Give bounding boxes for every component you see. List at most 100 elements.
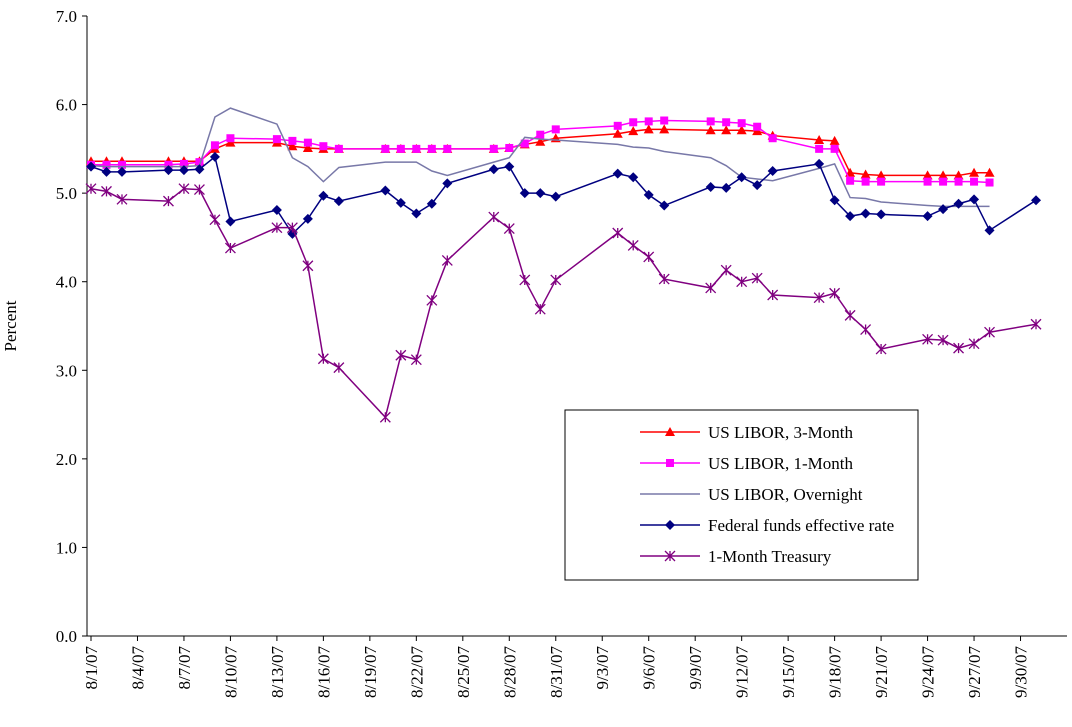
marker-square bbox=[195, 158, 204, 167]
marker-diamond bbox=[659, 200, 670, 211]
y-tick-label: 2.0 bbox=[56, 450, 77, 469]
marker-asterisk bbox=[767, 289, 779, 301]
marker-asterisk bbox=[736, 276, 748, 288]
marker-square bbox=[303, 138, 312, 147]
x-tick-label: 8/1/07 bbox=[82, 646, 101, 690]
marker-square bbox=[288, 136, 297, 145]
x-tick-label: 8/4/07 bbox=[128, 646, 147, 690]
marker-square bbox=[629, 118, 638, 127]
marker-asterisk bbox=[178, 183, 190, 195]
marker-asterisk bbox=[627, 239, 639, 251]
y-tick-label: 3.0 bbox=[56, 361, 77, 380]
marker-asterisk bbox=[116, 193, 128, 205]
x-tick-label: 8/25/07 bbox=[454, 646, 473, 698]
marker-asterisk bbox=[922, 333, 934, 345]
marker-square bbox=[272, 135, 281, 144]
marker-diamond bbox=[411, 208, 422, 219]
marker-square bbox=[117, 160, 126, 169]
marker-diamond bbox=[814, 158, 825, 169]
marker-asterisk bbox=[751, 272, 763, 284]
y-tick-label: 6.0 bbox=[56, 96, 77, 115]
marker-asterisk bbox=[209, 214, 221, 226]
x-tick-label: 9/18/07 bbox=[826, 646, 845, 698]
marker-triangle bbox=[535, 136, 546, 146]
marker-diamond bbox=[969, 194, 980, 205]
marker-asterisk bbox=[317, 353, 329, 365]
marker-diamond bbox=[380, 185, 391, 196]
marker-diamond bbox=[535, 188, 546, 199]
marker-square bbox=[666, 459, 674, 467]
marker-diamond bbox=[767, 166, 778, 176]
marker-diamond bbox=[1031, 195, 1042, 206]
marker-square bbox=[427, 144, 436, 153]
marker-diamond bbox=[860, 208, 871, 219]
marker-square bbox=[861, 177, 870, 186]
marker-asterisk bbox=[286, 222, 298, 234]
x-tick-label: 8/31/07 bbox=[547, 646, 566, 698]
x-tick-label: 9/27/07 bbox=[965, 646, 984, 698]
marker-asterisk bbox=[875, 343, 887, 355]
marker-triangle bbox=[876, 170, 887, 180]
marker-square bbox=[768, 134, 777, 143]
marker-triangle bbox=[665, 427, 675, 436]
x-tick-label: 9/3/07 bbox=[593, 646, 612, 690]
marker-diamond bbox=[504, 161, 515, 172]
marker-square bbox=[396, 144, 405, 153]
marker-asterisk bbox=[937, 334, 949, 346]
marker-diamond bbox=[953, 198, 964, 209]
marker-square bbox=[210, 141, 219, 150]
marker-square bbox=[970, 177, 979, 186]
marker-triangle bbox=[814, 135, 825, 144]
marker-asterisk bbox=[271, 222, 283, 234]
marker-asterisk bbox=[658, 273, 670, 285]
marker-square bbox=[830, 144, 839, 153]
marker-diamond bbox=[665, 520, 675, 530]
marker-asterisk bbox=[705, 282, 717, 294]
marker-asterisk bbox=[968, 338, 980, 350]
legend-label: US LIBOR, 1-Month bbox=[708, 454, 853, 473]
marker-diamond bbox=[178, 165, 189, 176]
marker-square bbox=[877, 177, 886, 186]
marker-asterisk bbox=[85, 183, 97, 195]
marker-diamond bbox=[922, 211, 933, 222]
x-tick-label: 8/16/07 bbox=[314, 646, 333, 698]
marker-triangle bbox=[721, 125, 732, 135]
marker-diamond bbox=[736, 172, 747, 183]
marker-diamond bbox=[209, 151, 220, 162]
y-tick-label: 0.0 bbox=[56, 627, 77, 646]
y-tick-label: 5.0 bbox=[56, 184, 77, 203]
marker-square bbox=[815, 144, 824, 153]
marker-diamond bbox=[752, 180, 763, 191]
legend-label: US LIBOR, 3-Month bbox=[708, 423, 853, 442]
marker-triangle bbox=[922, 170, 933, 180]
marker-square bbox=[179, 159, 188, 168]
legend: US LIBOR, 3-Month US LIBOR, 1-Month US LIB… bbox=[564, 409, 919, 581]
marker-asterisk bbox=[612, 227, 624, 239]
marker-diamond bbox=[333, 196, 344, 207]
marker-asterisk bbox=[426, 294, 438, 306]
series-line bbox=[90, 107, 990, 208]
marker-asterisk bbox=[534, 303, 546, 315]
marker-square bbox=[102, 160, 111, 169]
marker-triangle bbox=[860, 169, 871, 179]
marker-triangle bbox=[628, 126, 639, 136]
marker-triangle bbox=[736, 125, 747, 135]
marker-diamond bbox=[271, 204, 282, 215]
marker-square bbox=[164, 160, 173, 169]
marker-asterisk bbox=[953, 342, 965, 354]
marker-asterisk bbox=[379, 411, 391, 423]
marker-diamond bbox=[116, 166, 127, 177]
y-tick-label: 1.0 bbox=[56, 538, 77, 557]
marker-diamond bbox=[550, 191, 561, 202]
x-tick-label: 9/9/07 bbox=[686, 646, 705, 690]
marker-triangle bbox=[938, 170, 949, 180]
marker-diamond bbox=[426, 198, 437, 209]
marker-square bbox=[644, 117, 653, 126]
x-tick-label: 8/7/07 bbox=[175, 646, 194, 690]
marker-square bbox=[520, 139, 529, 148]
marker-diamond bbox=[876, 209, 887, 220]
x-tick-label: 8/10/07 bbox=[221, 646, 240, 698]
marker-square bbox=[551, 125, 560, 134]
marker-asterisk bbox=[410, 354, 422, 366]
y-axis-label: Percent bbox=[1, 300, 20, 351]
